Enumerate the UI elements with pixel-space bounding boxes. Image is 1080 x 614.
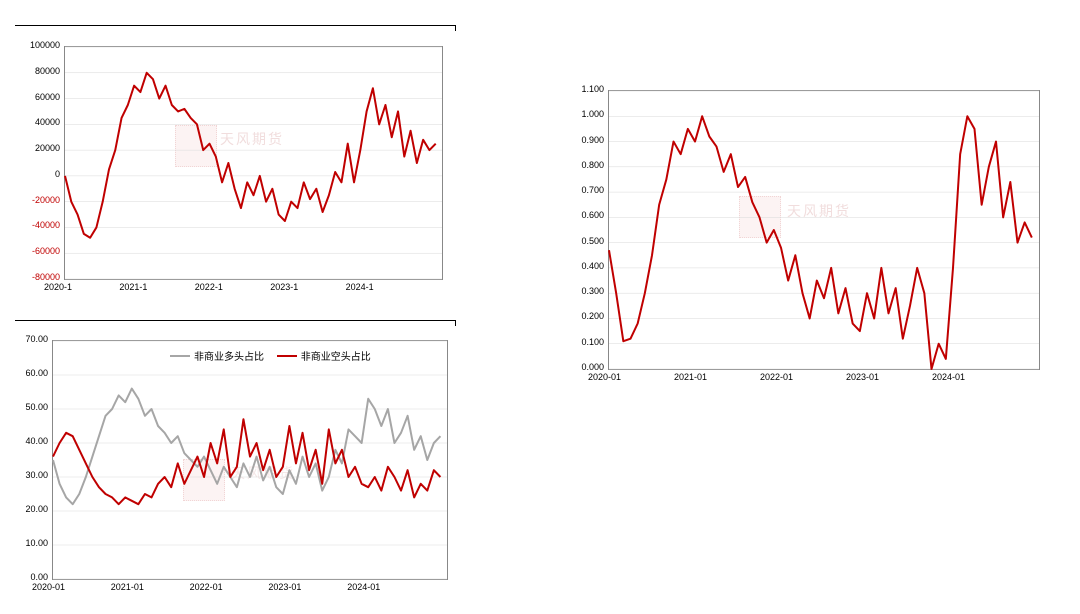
chart-1-plot: 天风期货	[64, 46, 443, 280]
chart-3-svg	[53, 341, 447, 579]
chart-3-frame	[15, 320, 456, 326]
chart-2-plot: 天风期货	[608, 90, 1040, 370]
legend-label: 非商业空头占比	[301, 348, 371, 363]
legend-line-icon	[277, 355, 297, 357]
legend-label: 非商业多头占比	[194, 348, 264, 363]
chart-3-plot: 天风期货	[52, 340, 448, 580]
chart-3-legend: 非商业多头占比 非商业空头占比	[170, 348, 381, 363]
chart-1-frame	[15, 25, 456, 31]
chart-2-svg	[609, 91, 1039, 369]
legend-item-long: 非商业多头占比	[170, 348, 264, 363]
chart-1-svg	[65, 47, 442, 279]
legend-line-icon	[170, 355, 190, 357]
legend-item-short: 非商业空头占比	[277, 348, 371, 363]
